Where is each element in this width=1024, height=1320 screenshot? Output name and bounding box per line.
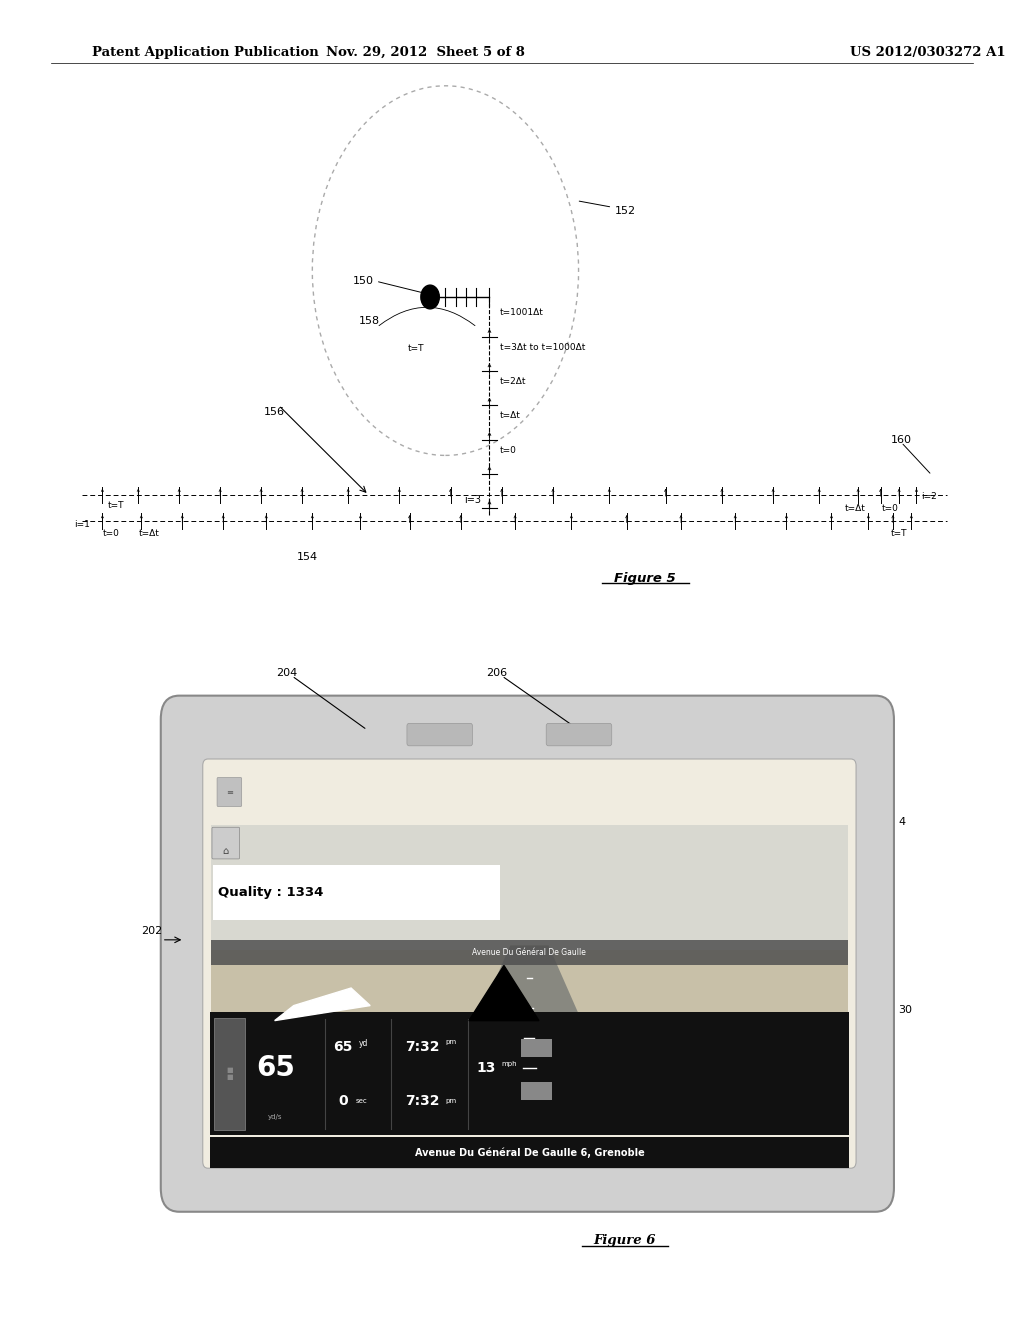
Bar (213, 865, 500, 920)
FancyBboxPatch shape (203, 759, 856, 1168)
Text: t=3Δt to t=1000Δt: t=3Δt to t=1000Δt (500, 343, 585, 351)
Text: sec: sec (355, 1098, 367, 1104)
Text: pm: pm (445, 1098, 457, 1104)
Text: Figure 5: Figure 5 (614, 572, 676, 585)
Text: t=Δt: t=Δt (500, 412, 520, 420)
Text: i=1: i=1 (74, 520, 90, 528)
Text: t=T: t=T (108, 502, 124, 510)
Text: ⌂: ⌂ (222, 846, 229, 857)
FancyBboxPatch shape (546, 723, 611, 746)
Text: 7:32: 7:32 (404, 1094, 439, 1107)
Circle shape (421, 285, 439, 309)
FancyBboxPatch shape (212, 828, 240, 859)
Text: 65: 65 (256, 1053, 295, 1081)
Text: t=Δt: t=Δt (138, 529, 159, 537)
Text: 156: 156 (264, 407, 286, 417)
Bar (211, 825, 848, 950)
Text: 30: 30 (898, 1005, 912, 1015)
Text: t=0: t=0 (102, 529, 119, 537)
Bar (210, 1137, 849, 1168)
FancyBboxPatch shape (217, 777, 242, 807)
Text: Quality : 1334: Quality : 1334 (218, 886, 324, 899)
Text: 65: 65 (334, 1040, 352, 1053)
FancyBboxPatch shape (161, 696, 894, 1212)
Polygon shape (274, 987, 371, 1020)
Text: Avenue Du Général De Gaulle 6, Grenoble: Avenue Du Général De Gaulle 6, Grenoble (415, 1147, 644, 1158)
Text: 0: 0 (338, 1094, 348, 1107)
Text: 7:32: 7:32 (404, 1040, 439, 1053)
Bar (521, 1039, 552, 1057)
Text: yd: yd (358, 1039, 368, 1048)
Text: 152: 152 (614, 206, 636, 216)
Text: mph: mph (502, 1061, 517, 1067)
Text: 204: 204 (276, 668, 298, 678)
Polygon shape (469, 965, 539, 1020)
Text: yd/s: yd/s (268, 1114, 283, 1119)
Text: t=0: t=0 (500, 446, 516, 454)
Text: 158: 158 (358, 315, 380, 326)
Text: 154: 154 (297, 552, 318, 562)
Text: Figure 6: Figure 6 (593, 1234, 656, 1247)
Text: Nov. 29, 2012  Sheet 5 of 8: Nov. 29, 2012 Sheet 5 of 8 (326, 46, 524, 59)
Text: i=2: i=2 (922, 492, 937, 500)
Text: i=3: i=3 (464, 495, 481, 506)
Polygon shape (453, 945, 606, 1076)
Text: Avenue Du Général De Gaulle: Avenue Du Général De Gaulle (472, 948, 587, 957)
Text: 13: 13 (477, 1061, 496, 1074)
Text: 160: 160 (891, 434, 912, 445)
Text: 202: 202 (141, 925, 163, 936)
Text: pm: pm (445, 1039, 457, 1045)
Text: t=Δt: t=Δt (845, 504, 865, 512)
Text: Patent Application Publication: Patent Application Publication (92, 46, 318, 59)
Bar (211, 940, 848, 965)
Text: ≡: ≡ (226, 788, 232, 796)
Bar (521, 1081, 552, 1100)
FancyBboxPatch shape (407, 723, 472, 746)
Text: 150: 150 (353, 276, 375, 286)
Bar (210, 1012, 849, 1135)
Text: t=2Δt: t=2Δt (500, 378, 526, 385)
Bar (211, 950, 848, 1076)
Text: t=T: t=T (408, 345, 424, 352)
Text: ■
■: ■ ■ (226, 1068, 232, 1080)
Text: t=0: t=0 (882, 504, 898, 512)
Text: t=T: t=T (891, 529, 907, 537)
Text: 4: 4 (898, 817, 905, 828)
Text: t=1001Δt: t=1001Δt (500, 309, 544, 317)
Text: 206: 206 (486, 668, 508, 678)
Text: US 2012/0303272 A1: US 2012/0303272 A1 (850, 46, 1006, 59)
Bar (214, 1018, 245, 1130)
